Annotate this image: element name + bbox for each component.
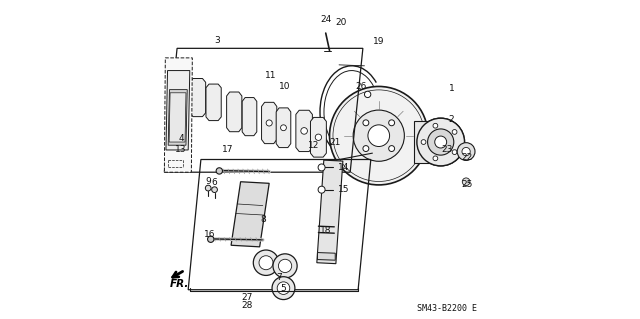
Text: 14: 14: [337, 163, 349, 172]
Polygon shape: [310, 117, 326, 157]
Circle shape: [278, 259, 292, 272]
Circle shape: [433, 123, 438, 128]
Circle shape: [428, 129, 454, 155]
Circle shape: [452, 130, 457, 134]
Text: 17: 17: [222, 145, 234, 154]
Polygon shape: [206, 84, 221, 121]
Circle shape: [277, 282, 290, 294]
Circle shape: [462, 147, 470, 156]
Circle shape: [363, 145, 369, 152]
Text: 3: 3: [214, 36, 220, 45]
Polygon shape: [166, 70, 190, 150]
Text: 27: 27: [241, 293, 253, 302]
Circle shape: [330, 86, 428, 185]
Circle shape: [421, 140, 426, 145]
Text: 24: 24: [321, 15, 332, 24]
Text: 15: 15: [337, 185, 349, 194]
Circle shape: [316, 134, 321, 140]
Circle shape: [318, 164, 325, 171]
Polygon shape: [164, 58, 193, 172]
Circle shape: [433, 156, 438, 161]
Circle shape: [417, 118, 465, 166]
Text: 12: 12: [308, 141, 319, 150]
Circle shape: [364, 91, 371, 98]
Circle shape: [207, 236, 214, 242]
Text: 19: 19: [373, 38, 385, 47]
Circle shape: [457, 143, 475, 160]
Circle shape: [272, 277, 295, 300]
Circle shape: [205, 185, 211, 191]
Circle shape: [452, 150, 457, 154]
Circle shape: [318, 186, 325, 193]
Text: 21: 21: [330, 137, 341, 146]
Circle shape: [353, 110, 404, 161]
Polygon shape: [227, 92, 242, 132]
Circle shape: [433, 123, 438, 128]
Circle shape: [452, 150, 457, 154]
Circle shape: [253, 250, 278, 275]
Polygon shape: [242, 98, 257, 136]
Text: 26: 26: [356, 82, 367, 91]
Polygon shape: [317, 253, 335, 260]
Text: 1: 1: [449, 84, 454, 93]
Polygon shape: [190, 78, 205, 117]
Polygon shape: [296, 110, 312, 152]
Circle shape: [363, 120, 369, 126]
Circle shape: [301, 128, 307, 134]
Circle shape: [435, 136, 447, 148]
Text: 22: 22: [461, 153, 472, 162]
Text: 10: 10: [278, 82, 290, 91]
Circle shape: [428, 129, 454, 155]
Circle shape: [417, 118, 465, 166]
Text: 23: 23: [442, 145, 452, 154]
Circle shape: [216, 168, 223, 174]
Text: 25: 25: [461, 181, 472, 189]
Text: 7: 7: [276, 272, 282, 281]
Text: FR.: FR.: [170, 278, 189, 289]
Circle shape: [388, 145, 395, 152]
Polygon shape: [276, 108, 291, 148]
Circle shape: [452, 130, 457, 134]
Circle shape: [435, 136, 447, 148]
Circle shape: [388, 120, 395, 126]
Text: 16: 16: [204, 230, 216, 239]
Circle shape: [273, 254, 297, 278]
Text: 18: 18: [320, 226, 332, 235]
Circle shape: [212, 187, 218, 193]
Polygon shape: [231, 182, 269, 247]
Text: 11: 11: [265, 71, 276, 80]
Polygon shape: [262, 102, 277, 144]
Circle shape: [433, 156, 438, 161]
Circle shape: [421, 140, 426, 145]
Circle shape: [266, 120, 272, 126]
Text: 28: 28: [241, 301, 253, 310]
Circle shape: [462, 178, 470, 186]
Text: 5: 5: [280, 284, 286, 293]
Text: 6: 6: [212, 178, 218, 187]
Text: 4: 4: [178, 134, 184, 143]
Polygon shape: [168, 90, 188, 145]
Text: 20: 20: [335, 19, 346, 27]
Circle shape: [280, 125, 286, 131]
Text: 13: 13: [175, 145, 187, 154]
Text: SM43-B2200 E: SM43-B2200 E: [417, 304, 477, 313]
Circle shape: [368, 125, 390, 146]
Text: 2: 2: [448, 115, 454, 124]
Text: 9: 9: [205, 177, 211, 186]
Polygon shape: [169, 93, 186, 142]
Polygon shape: [317, 160, 343, 264]
Text: 8: 8: [260, 215, 266, 224]
Polygon shape: [415, 121, 448, 163]
Circle shape: [259, 256, 273, 270]
